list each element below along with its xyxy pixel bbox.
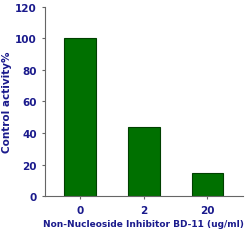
Y-axis label: Control activity%: Control activity% (2, 51, 12, 153)
Bar (128, 127, 160, 197)
X-axis label: Non-Nucleoside Inhibitor BD-11 (ug/ml): Non-Nucleoside Inhibitor BD-11 (ug/ml) (43, 219, 244, 228)
Bar (64, 39, 96, 197)
Bar (192, 173, 224, 197)
